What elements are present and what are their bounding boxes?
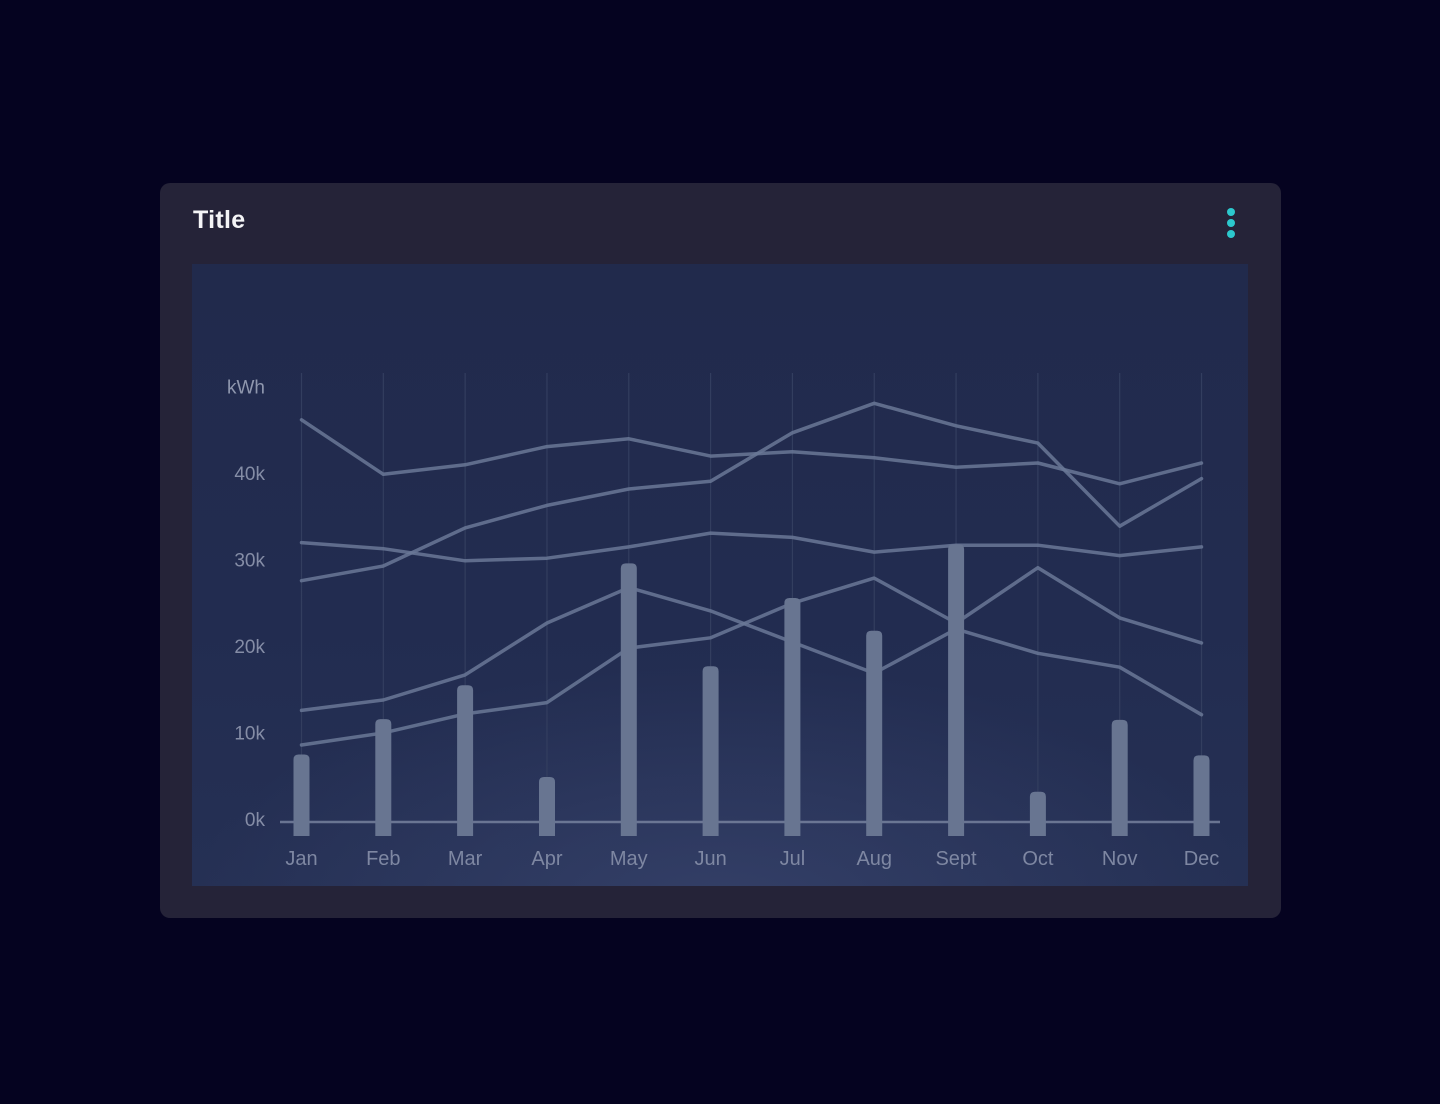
chart-panel: 0k 10k 20k 30k 40k kWh Jan Feb Mar Apr May Jun Jul A… [192, 264, 1248, 886]
bar-jul [784, 598, 801, 836]
kebab-dot-icon [1227, 208, 1235, 216]
line-series-1 [299, 418, 1204, 486]
bar-feb [375, 719, 392, 836]
kebab-dot-icon [1227, 219, 1235, 227]
line-series-3 [299, 531, 1204, 563]
combo-bar-line-chart: 0k 10k 20k 30k 40k kWh [227, 373, 1220, 836]
bar-sept [948, 544, 965, 836]
y-tick-label-0k: 0k [245, 810, 266, 831]
bar-dec [1193, 755, 1210, 836]
dashboard-card: Title 0k 10k 20k 30k 40k kWh Jan Feb Mar Apr May J… [160, 183, 1281, 918]
bar-jun [702, 666, 719, 836]
y-tick-label-20k: 20k [234, 637, 265, 658]
bar-apr [539, 777, 555, 836]
y-tick-label-40k: 40k [234, 464, 265, 485]
card-header: Title [160, 183, 1281, 264]
y-axis-unit-label: kWh [227, 378, 265, 399]
bar-oct [1029, 791, 1046, 836]
bar-mar [457, 685, 474, 836]
kebab-dot-icon [1227, 230, 1235, 238]
bar-jan [293, 754, 310, 836]
bar-may [620, 563, 637, 836]
y-tick-label-30k: 30k [234, 551, 265, 572]
line-series-5 [299, 565, 1204, 747]
y-tick-label-10k: 10k [234, 724, 265, 745]
bar-nov [1111, 719, 1128, 836]
line-series-4 [299, 585, 1204, 717]
kebab-menu-button[interactable] [1216, 202, 1246, 244]
card-title: Title [193, 206, 246, 234]
line-series-2 [299, 401, 1204, 583]
bar-aug [866, 630, 883, 836]
